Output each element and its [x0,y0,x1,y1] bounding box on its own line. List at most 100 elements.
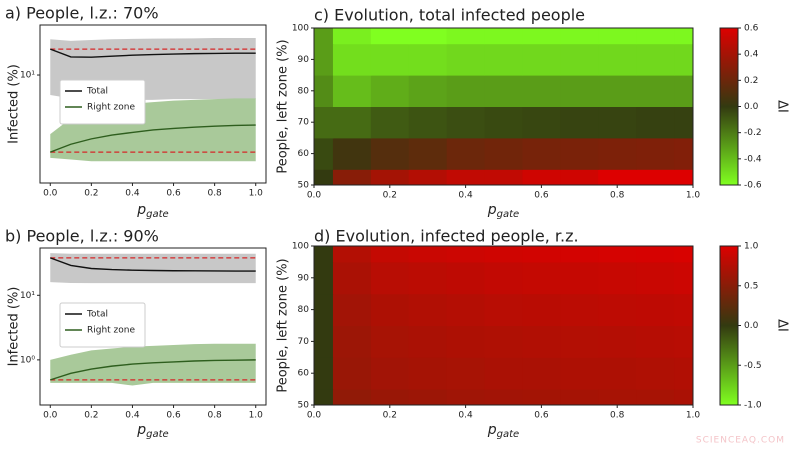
heat-cell [446,357,486,390]
heat-cell [370,261,410,295]
plot-frame [313,27,694,186]
legend-label: Total [86,87,108,97]
x-label-main: p [136,422,146,438]
heat-cell [446,293,486,326]
x-axis-label: pgate [487,422,519,440]
heat-cell [314,246,334,263]
y-axis-label: People, left zone (%) [276,258,291,392]
x-label-sub: gate [497,429,520,440]
heat-cell [408,106,448,139]
x-tick-label: 0.8 [207,411,222,421]
heat-cell [560,293,599,326]
heat-cell [370,137,410,170]
heat-cell [522,325,561,358]
heat-cell [636,43,675,76]
heat-cell [332,106,372,139]
heat-cell [636,137,675,170]
heat-cell [522,169,561,186]
legend-label: Right zone [87,326,135,336]
heat-cell [314,75,334,107]
heat-cell [332,389,372,406]
heat-cell [314,389,334,406]
heat-cell [560,43,599,76]
heat-cell [598,389,637,406]
heat-cell [522,137,561,170]
heat-cell [636,75,675,107]
heat-cell [636,389,675,406]
heat-cell [674,261,694,295]
heat-cell [446,389,486,406]
colorbar-tick-label: 0.2 [744,76,758,86]
x-tick-label: 0.6 [166,411,181,421]
heat-cell [370,246,410,263]
heat-cell [484,261,523,295]
heat-cell [446,169,486,186]
x-tick-label: 0.4 [458,191,473,201]
x-tick-label: 0.6 [166,189,181,199]
heat-cell [370,169,410,186]
colorbar-tick-label: -0.2 [744,128,762,138]
heat-cell [314,106,334,139]
x-label-sub: gate [146,429,169,440]
heat-cell [408,43,448,76]
heat-cell [484,389,523,406]
x-label-main: p [487,422,497,438]
colorbar-tick-label: -0.5 [744,361,762,371]
heat-cell [560,75,599,107]
heat-cell [674,137,694,170]
heat-cell [522,106,561,139]
panel-title: c) Evolution, total infected people [314,6,585,25]
y-tick-label: 100 [292,242,309,252]
colorbar-tick-label: -0.6 [744,181,762,191]
x-tick-label: 0.2 [383,411,397,421]
legend-label: Right zone [87,103,135,113]
heat-cell [674,28,694,45]
watermark: SCIENCEAQ.COM [696,436,785,446]
heat-cell [314,357,334,390]
y-tick-label: 90 [298,55,310,65]
x-tick-label: 0.8 [610,191,625,201]
heat-cell [370,293,410,326]
x-axis-label: pgate [136,202,168,220]
heat-cell [598,246,637,263]
heat-cell [636,246,675,263]
heat-cell [484,137,523,170]
y-tick-label: 60 [298,149,310,159]
heat-cell [370,106,410,139]
x-tick-label: 0.2 [383,191,397,201]
heat-cell [446,325,486,358]
heat-cell [408,357,448,390]
heat-cell [446,43,486,76]
heat-cell [408,137,448,170]
heat-cell [370,357,410,390]
heat-cell [484,246,523,263]
y-tick-label: 70 [298,337,310,347]
panel-title: d) Evolution, infected people, r.z. [314,227,579,246]
heat-cell [332,28,372,45]
heat-cell [332,169,372,186]
heat-cell [408,28,448,45]
heat-cell [674,246,694,263]
heat-cell [598,28,637,45]
y-axis-label: Infected (%) [7,64,22,144]
heat-cell [560,106,599,139]
x-tick-label: 0.6 [534,411,549,421]
heat-cell [636,293,675,326]
heat-cell [636,28,675,45]
y-tick-label: 70 [298,118,310,128]
colorbar [719,27,739,186]
heat-cell [560,357,599,390]
colorbar-tick-label: 0.0 [744,102,759,112]
heat-cell [332,325,372,358]
heat-cell [408,169,448,186]
heat-cell [560,246,599,263]
y-tick-label: 80 [298,86,310,96]
heat-cell [408,261,448,295]
heat-cell [674,106,694,139]
line [50,48,256,58]
heat-cell [560,389,599,406]
heat-cell [598,357,637,390]
band [50,343,256,386]
heat-cell [674,75,694,107]
heat-cell [674,357,694,390]
